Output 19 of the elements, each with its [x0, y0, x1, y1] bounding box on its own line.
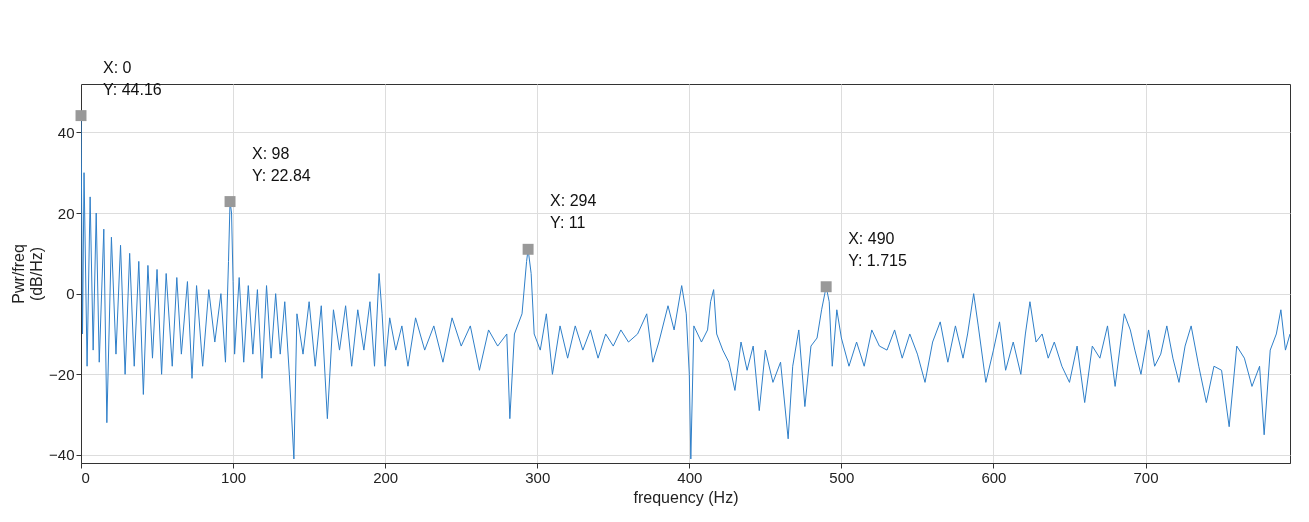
annotation: X: 294 Y: 11	[550, 192, 597, 232]
annotation: X: 0 Y: 44.16	[103, 58, 162, 98]
y-tick-label: 0	[66, 285, 75, 303]
x-tick-label: 700	[1133, 468, 1159, 486]
annotation: X: 98 Y: 22.84	[252, 144, 311, 184]
x-tick-label: 300	[525, 468, 551, 486]
y-tick-label: −40	[49, 446, 75, 464]
y-tick-label: 20	[57, 204, 75, 222]
x-tick-label: 600	[981, 468, 1007, 486]
x-tick-label: 100	[221, 468, 247, 486]
x-tick-label: 400	[677, 468, 703, 486]
y-tick-label: 40	[57, 123, 75, 141]
x-axis-title: frequency (Hz)	[633, 488, 739, 506]
y-tick-label: −20	[49, 365, 75, 383]
x-tick-label: 0	[81, 468, 90, 486]
y-axis-title: Pwr/freq (dB/Hz)	[10, 244, 46, 304]
annotation: X: 490 Y: 1.715	[848, 229, 907, 269]
x-tick-label: 200	[373, 468, 399, 486]
x-tick-label: 500	[829, 468, 855, 486]
